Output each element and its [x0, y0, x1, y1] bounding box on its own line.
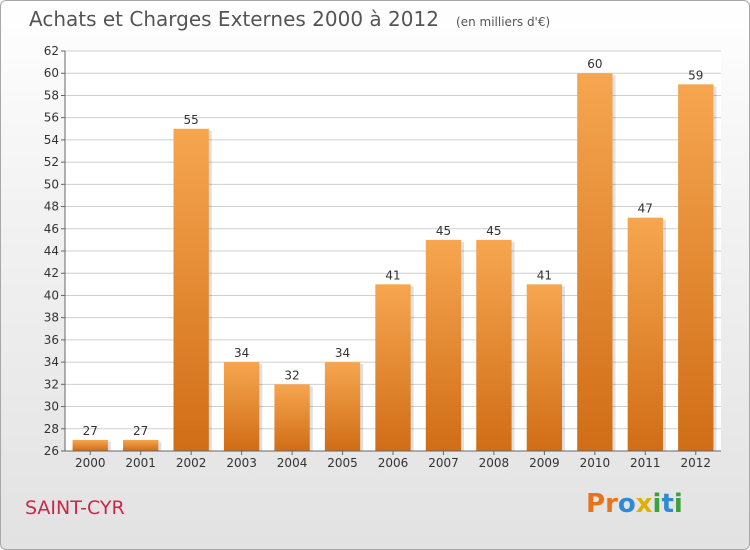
y-tick-label: 26 [44, 444, 59, 458]
y-tick-label: 34 [44, 355, 59, 369]
bar-2007 [425, 239, 462, 451]
logo-letter: o [617, 489, 636, 519]
y-tick-label: 50 [44, 177, 59, 191]
y-tick-label: 62 [44, 44, 59, 58]
place-name: SAINT-CYR [25, 497, 125, 519]
x-tick-label-2011: 2011 [630, 456, 661, 470]
data-label-2001: 27 [133, 424, 148, 438]
data-label-2004: 32 [284, 368, 299, 382]
data-label-2012: 59 [688, 68, 703, 82]
chart-subtitle: (en milliers d'€) [456, 15, 551, 29]
data-label-2009: 41 [537, 268, 552, 282]
x-tick-label-2006: 2006 [378, 456, 409, 470]
bar-2002 [173, 128, 209, 451]
proxiti-logo: Proxiti [586, 489, 683, 519]
bar-2010 [577, 73, 613, 451]
logo-letter: i [652, 489, 662, 519]
bar-2011 [627, 217, 663, 451]
y-tick-label: 52 [44, 155, 59, 169]
x-tick-label-2004: 2004 [277, 456, 308, 470]
logo-letter: x [635, 489, 653, 519]
y-tick-label: 32 [44, 377, 59, 391]
logo-letter: t [661, 489, 674, 519]
data-label-2007: 45 [436, 224, 451, 238]
bar-2005 [324, 362, 361, 451]
data-label-2010: 60 [587, 57, 602, 71]
y-tick-label: 36 [44, 333, 59, 347]
y-tick-label: 44 [44, 244, 59, 258]
logo-letter: P [586, 489, 606, 519]
logo-letter: i [673, 489, 683, 519]
y-tick-label: 56 [44, 111, 59, 125]
x-tick-label-2005: 2005 [327, 456, 358, 470]
x-tick-label-2002: 2002 [176, 456, 207, 470]
bar-2009 [526, 284, 563, 451]
x-tick-label-2009: 2009 [529, 456, 560, 470]
data-label-2008: 45 [486, 224, 501, 238]
data-label-2006: 41 [385, 268, 400, 282]
y-tick-label: 60 [44, 66, 59, 80]
data-label-2000: 27 [83, 424, 98, 438]
bar-2012 [678, 84, 714, 451]
x-tick-label-2012: 2012 [680, 456, 711, 470]
y-tick-label: 42 [44, 266, 59, 280]
data-label-2002: 55 [184, 113, 199, 127]
logo-letter: r [605, 489, 618, 519]
bar-2004 [274, 384, 310, 451]
y-tick-label: 28 [44, 422, 59, 436]
y-tick-label: 58 [44, 88, 59, 102]
x-tick-label-2010: 2010 [580, 456, 611, 470]
chart-title: Achats et Charges Externes 2000 à 2012 [29, 7, 439, 31]
y-tick-label: 46 [44, 222, 59, 236]
x-tick-label-2003: 2003 [226, 456, 257, 470]
y-tick-label: 48 [44, 200, 59, 214]
bar-2001 [123, 439, 159, 451]
data-label-2005: 34 [335, 346, 350, 360]
x-tick-label-2001: 2001 [125, 456, 156, 470]
data-label-2011: 47 [638, 202, 653, 216]
bar-2003 [223, 362, 260, 451]
y-tick-label: 38 [44, 311, 59, 325]
bar-2006 [375, 284, 411, 451]
x-tick-label-2000: 2000 [75, 456, 106, 470]
title-block: Achats et Charges Externes 2000 à 2012 (… [29, 7, 550, 31]
data-label-2003: 34 [234, 346, 249, 360]
bar-2008 [476, 239, 512, 451]
bar-2000 [72, 439, 108, 451]
x-tick-label-2008: 2008 [479, 456, 510, 470]
y-tick-label: 40 [44, 288, 59, 302]
x-tick-label-2007: 2007 [428, 456, 459, 470]
y-tick-label: 30 [44, 400, 59, 414]
y-tick-label: 54 [44, 133, 59, 147]
